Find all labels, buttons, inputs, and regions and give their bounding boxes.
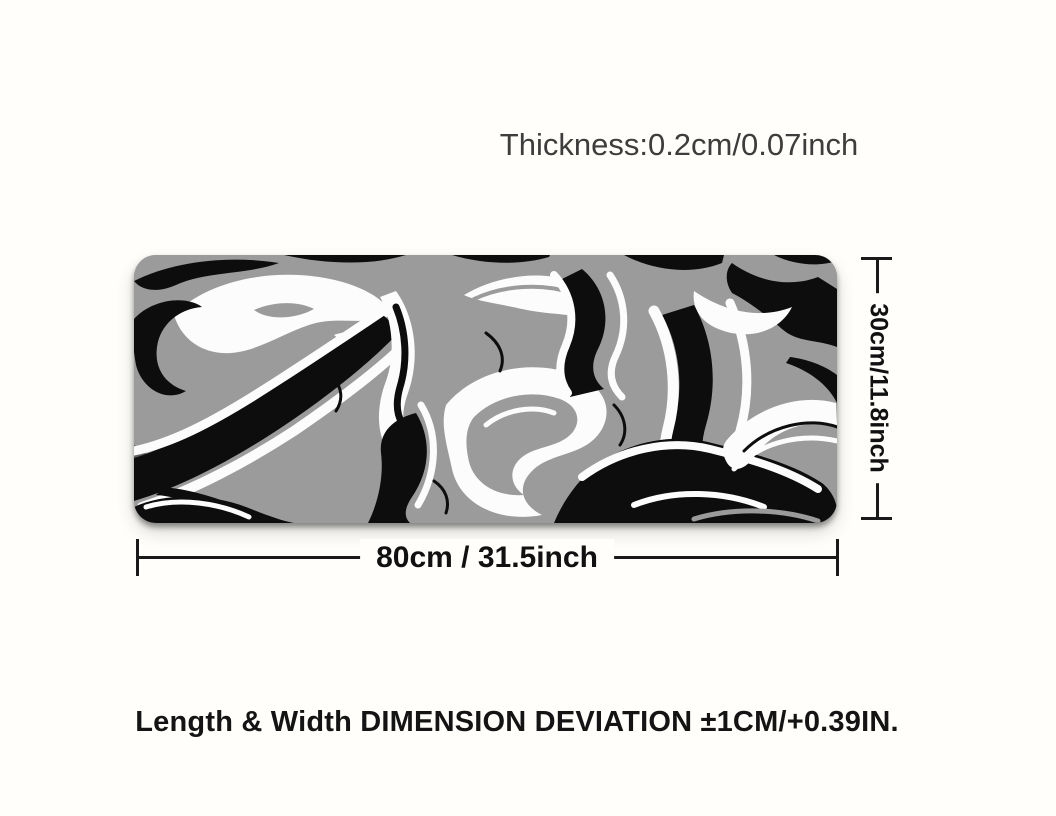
height-label: 30cm/11.8inch: [857, 293, 899, 483]
marble-pattern: [134, 255, 837, 523]
width-dimension-cap-left: [136, 539, 139, 576]
width-label: 80cm / 31.5inch: [360, 539, 614, 577]
width-dimension-cap-right: [836, 539, 839, 576]
mouse-pad-image: [134, 255, 837, 523]
height-dimension-cap-top: [861, 257, 892, 260]
thickness-label: Thickness:0.2cm/0.07inch: [499, 127, 859, 162]
height-dimension-cap-bottom: [861, 517, 892, 520]
deviation-note: Length & Width DIMENSION DEVIATION ±1CM/…: [135, 706, 899, 738]
